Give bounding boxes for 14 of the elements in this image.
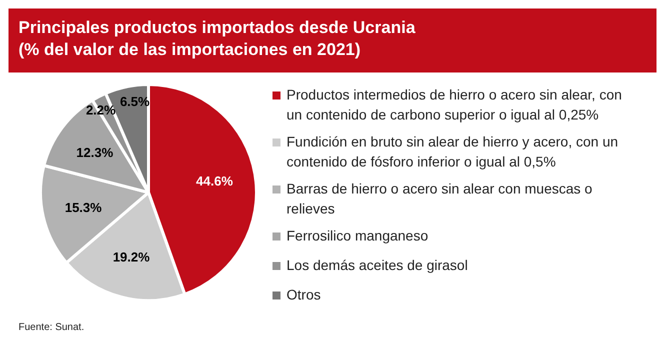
data-label: 44.6% <box>196 174 234 189</box>
legend-label: Otros <box>286 286 321 302</box>
legend-label: Productos intermedios de hierro o acero sin alear, con un contenido de carbono superior o igual al 0,25% <box>286 86 622 122</box>
legend-label: Barras de hierro o acero sin alear con muescas o relieves <box>286 180 593 216</box>
chart-title: Principales productos importados desde Ucrania <box>18 18 416 37</box>
data-label: 19.2% <box>112 250 150 265</box>
source-note: Fuente: Sunat. <box>18 322 84 333</box>
legend-label: Los demás aceites de girasol <box>286 257 468 273</box>
legend-label: Ferrosilico manganeso <box>286 228 428 244</box>
data-label: 12.3% <box>76 145 114 160</box>
chart-subtitle: (% del valor de las importaciones en 2021) <box>18 40 361 59</box>
data-label: 15.3% <box>64 200 102 216</box>
data-label: 2.2% <box>86 102 116 118</box>
legend-label: Fundición en bruto sin alear de hierro y acero, con un contenido de fósforo inferior o igual al 0,5% <box>286 134 618 170</box>
